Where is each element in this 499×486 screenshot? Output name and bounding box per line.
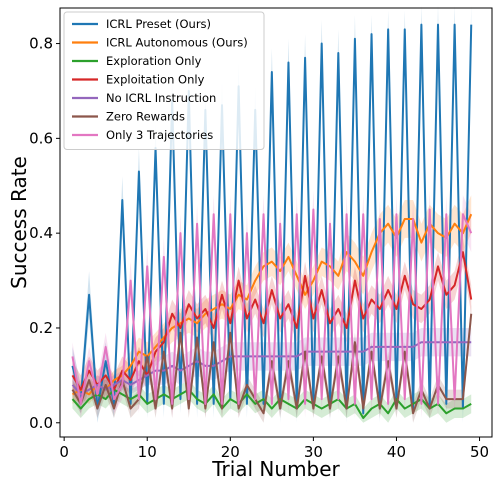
y-axis-ticks: 0.0 0.2 0.4 0.6 0.8 — [29, 35, 60, 432]
legend-label-0: ICRL Preset (Ours) — [106, 17, 211, 31]
legend-label-5: Zero Rewards — [106, 110, 185, 124]
legend-box — [63, 11, 265, 150]
x-tick-label: 10 — [138, 443, 157, 461]
x-axis-label: Trial Number — [211, 457, 340, 481]
x-tick-label: 40 — [387, 443, 406, 461]
line-series-6 — [71, 208, 473, 405]
y-tick-label: 0.4 — [29, 224, 53, 242]
y-tick-label: 0.8 — [29, 35, 53, 53]
legend-label-2: Exploration Only — [106, 54, 202, 68]
plot-frame — [59, 7, 493, 438]
legend-label-3: Exploitation Only — [106, 73, 205, 87]
line-series-3 — [71, 251, 473, 391]
legend: ICRL Preset (Ours) ICRL Autonomous (Ours)… — [63, 11, 265, 150]
line-series-1 — [71, 213, 473, 396]
line-series-4 — [71, 341, 472, 396]
x-tick-label: 50 — [470, 443, 489, 461]
y-tick-label: 0.2 — [29, 319, 53, 337]
line-series-0 — [71, 23, 473, 415]
x-tick-label: 0 — [59, 443, 69, 461]
x-axis-ticks: 0 10 20 30 40 50 — [59, 437, 489, 461]
legend-label-1: ICRL Autonomous (Ours) — [106, 36, 248, 50]
x-tick-label: 20 — [221, 443, 240, 461]
legend-label-6: Only 3 Trajectories — [106, 128, 213, 142]
y-tick-label: 0.6 — [29, 129, 53, 147]
legend-label-4: No ICRL Instruction — [106, 91, 216, 105]
series-lines — [71, 23, 473, 420]
band-series-1 — [72, 195, 472, 404]
y-tick-label: 0.0 — [29, 414, 53, 432]
y-axis-label: Success Rate — [7, 156, 31, 289]
x-tick-label: 30 — [304, 443, 323, 461]
